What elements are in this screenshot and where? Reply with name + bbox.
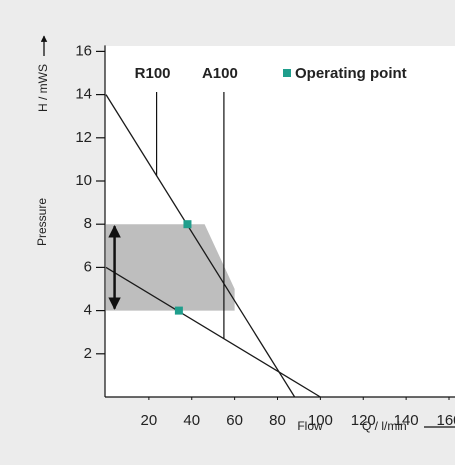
curve: [105, 94, 296, 398]
y-axis-label: H / mWS: [36, 64, 50, 112]
x-quantity: Flow: [297, 419, 323, 433]
plot-area: [105, 46, 455, 397]
curve-label: R100: [135, 65, 171, 82]
y-tick-label: 12: [75, 129, 92, 146]
x-axis-label: Q / l/min: [362, 419, 407, 433]
curve-label: A100: [202, 65, 238, 82]
y-tick-label: 14: [75, 86, 92, 103]
operating-point: [183, 220, 192, 229]
operating-range: [106, 224, 235, 311]
legend-label: Operating point: [295, 65, 407, 82]
x-tick-label: 120: [351, 412, 376, 429]
legend-marker: [283, 69, 291, 77]
y-quantity: Pressure: [35, 198, 49, 246]
y-tick-label: 6: [84, 258, 92, 275]
y-tick-label: 8: [84, 215, 92, 232]
x-tick-label: 80: [269, 412, 286, 429]
x-tick-label: 140: [394, 412, 419, 429]
x-tick-label: 40: [183, 412, 200, 429]
x-tick-label: 20: [141, 412, 158, 429]
x-tick-label: 60: [226, 412, 243, 429]
operating-point: [174, 306, 183, 315]
x-tick-label: 100: [308, 412, 333, 429]
y-tick-label: 2: [84, 345, 92, 362]
y-tick-label: 4: [84, 302, 92, 319]
curve: [105, 266, 321, 398]
y-tick-label: 16: [75, 42, 92, 59]
x-tick-label: 160: [436, 412, 455, 429]
y-tick-label: 10: [75, 172, 92, 189]
